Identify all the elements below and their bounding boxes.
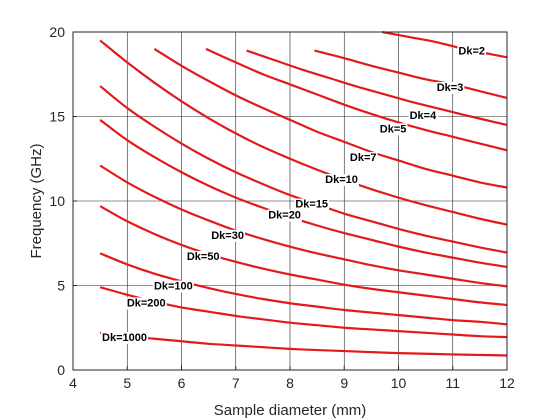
curve-label-background (348, 152, 378, 165)
curve-label-dk-4: Dk=4 (408, 109, 439, 122)
y-tick-label: 0 (57, 362, 65, 378)
curve-label-dk-200: Dk=200 (125, 297, 167, 310)
series-line-dk-4 (246, 49, 508, 127)
curve-label-text: Dk=1000 (102, 332, 147, 344)
y-tick-label: 10 (49, 193, 65, 209)
series-line-dk-2 (382, 30, 508, 59)
curve-label-dk-2: Dk=2 (457, 45, 487, 58)
series-line-dk-50 (99, 205, 508, 307)
curve-label-background (435, 81, 465, 94)
x-axis-title: Sample diameter (mm) (214, 402, 367, 419)
curve-label-text: Dk=2 (458, 46, 485, 58)
series-line-dk-200 (99, 286, 508, 339)
curve-label-text: Dk=5 (380, 123, 407, 135)
x-tick-label: 9 (340, 375, 348, 391)
curve-label-dk-100: Dk=100 (152, 280, 194, 293)
curve-label-background (125, 297, 167, 310)
curve-label-dk-3: Dk=3 (435, 81, 465, 94)
curve-label-background (294, 198, 330, 211)
x-tick-label: 8 (286, 375, 294, 391)
x-tick-label: 10 (391, 375, 407, 391)
curve-label-background (267, 209, 302, 222)
curve-label-text: Dk=15 (295, 199, 328, 211)
curve-label-dk-20: Dk=20 (267, 209, 302, 222)
curve-label-text: Dk=4 (410, 110, 437, 122)
x-tick-label: 7 (232, 375, 240, 391)
x-tick-label: 6 (178, 375, 186, 391)
x-tick-label: 12 (499, 375, 515, 391)
curve-label-text: Dk=100 (154, 281, 193, 293)
grid-lines (72, 31, 508, 371)
curve-label-text: Dk=7 (350, 152, 377, 164)
series-line-dk-1000 (99, 331, 508, 357)
curve-label-dk-1000: Dk=1000 (101, 332, 149, 345)
curve-label-text: Dk=3 (437, 82, 464, 94)
y-axis-title: Frequency (GHz) (28, 143, 45, 258)
curve-label-dk-5: Dk=5 (378, 123, 408, 136)
curve-label-background (152, 280, 194, 293)
curve-label-text: Dk=200 (127, 297, 166, 309)
x-tick-label: 5 (123, 375, 131, 391)
series-line-dk-10 (99, 39, 508, 226)
series-line-dk-100 (99, 252, 508, 326)
curve-label-background (324, 174, 359, 187)
curve-label-background (210, 229, 245, 242)
curve-label-text: Dk=30 (211, 230, 244, 242)
y-tick-label: 5 (57, 278, 65, 294)
y-tick-label: 15 (49, 109, 65, 125)
series-line-dk-30 (99, 164, 508, 288)
x-tick-label: 11 (445, 375, 460, 391)
curve-label-dk-30: Dk=30 (210, 229, 245, 242)
curve-label-dk-10: Dk=10 (324, 174, 359, 187)
curve-label-text: Dk=20 (268, 210, 301, 222)
curve-label-background (101, 332, 149, 345)
curve-label-dk-50: Dk=50 (185, 250, 221, 263)
curve-label-dk-15: Dk=15 (294, 198, 330, 211)
x-tick-label: 4 (69, 375, 77, 391)
curve-label-background (185, 250, 221, 263)
curve-label-background (408, 109, 439, 122)
series-line-dk-7 (153, 47, 508, 189)
curve-label-dk-7: Dk=7 (348, 152, 378, 165)
curve-label-background (378, 123, 408, 136)
curve-label-background (457, 45, 487, 58)
series-line-dk-3 (314, 49, 508, 99)
curve-label-text: Dk=50 (187, 251, 220, 263)
axis-ticks: 4 5 6 7 8 9 10 11 12 0 5 10 15 20 (49, 24, 515, 391)
curve-label-text: Dk=10 (325, 174, 358, 186)
series-line-dk-20 (99, 118, 508, 268)
y-tick-label: 20 (49, 24, 65, 40)
series-line-dk-5 (205, 47, 508, 152)
